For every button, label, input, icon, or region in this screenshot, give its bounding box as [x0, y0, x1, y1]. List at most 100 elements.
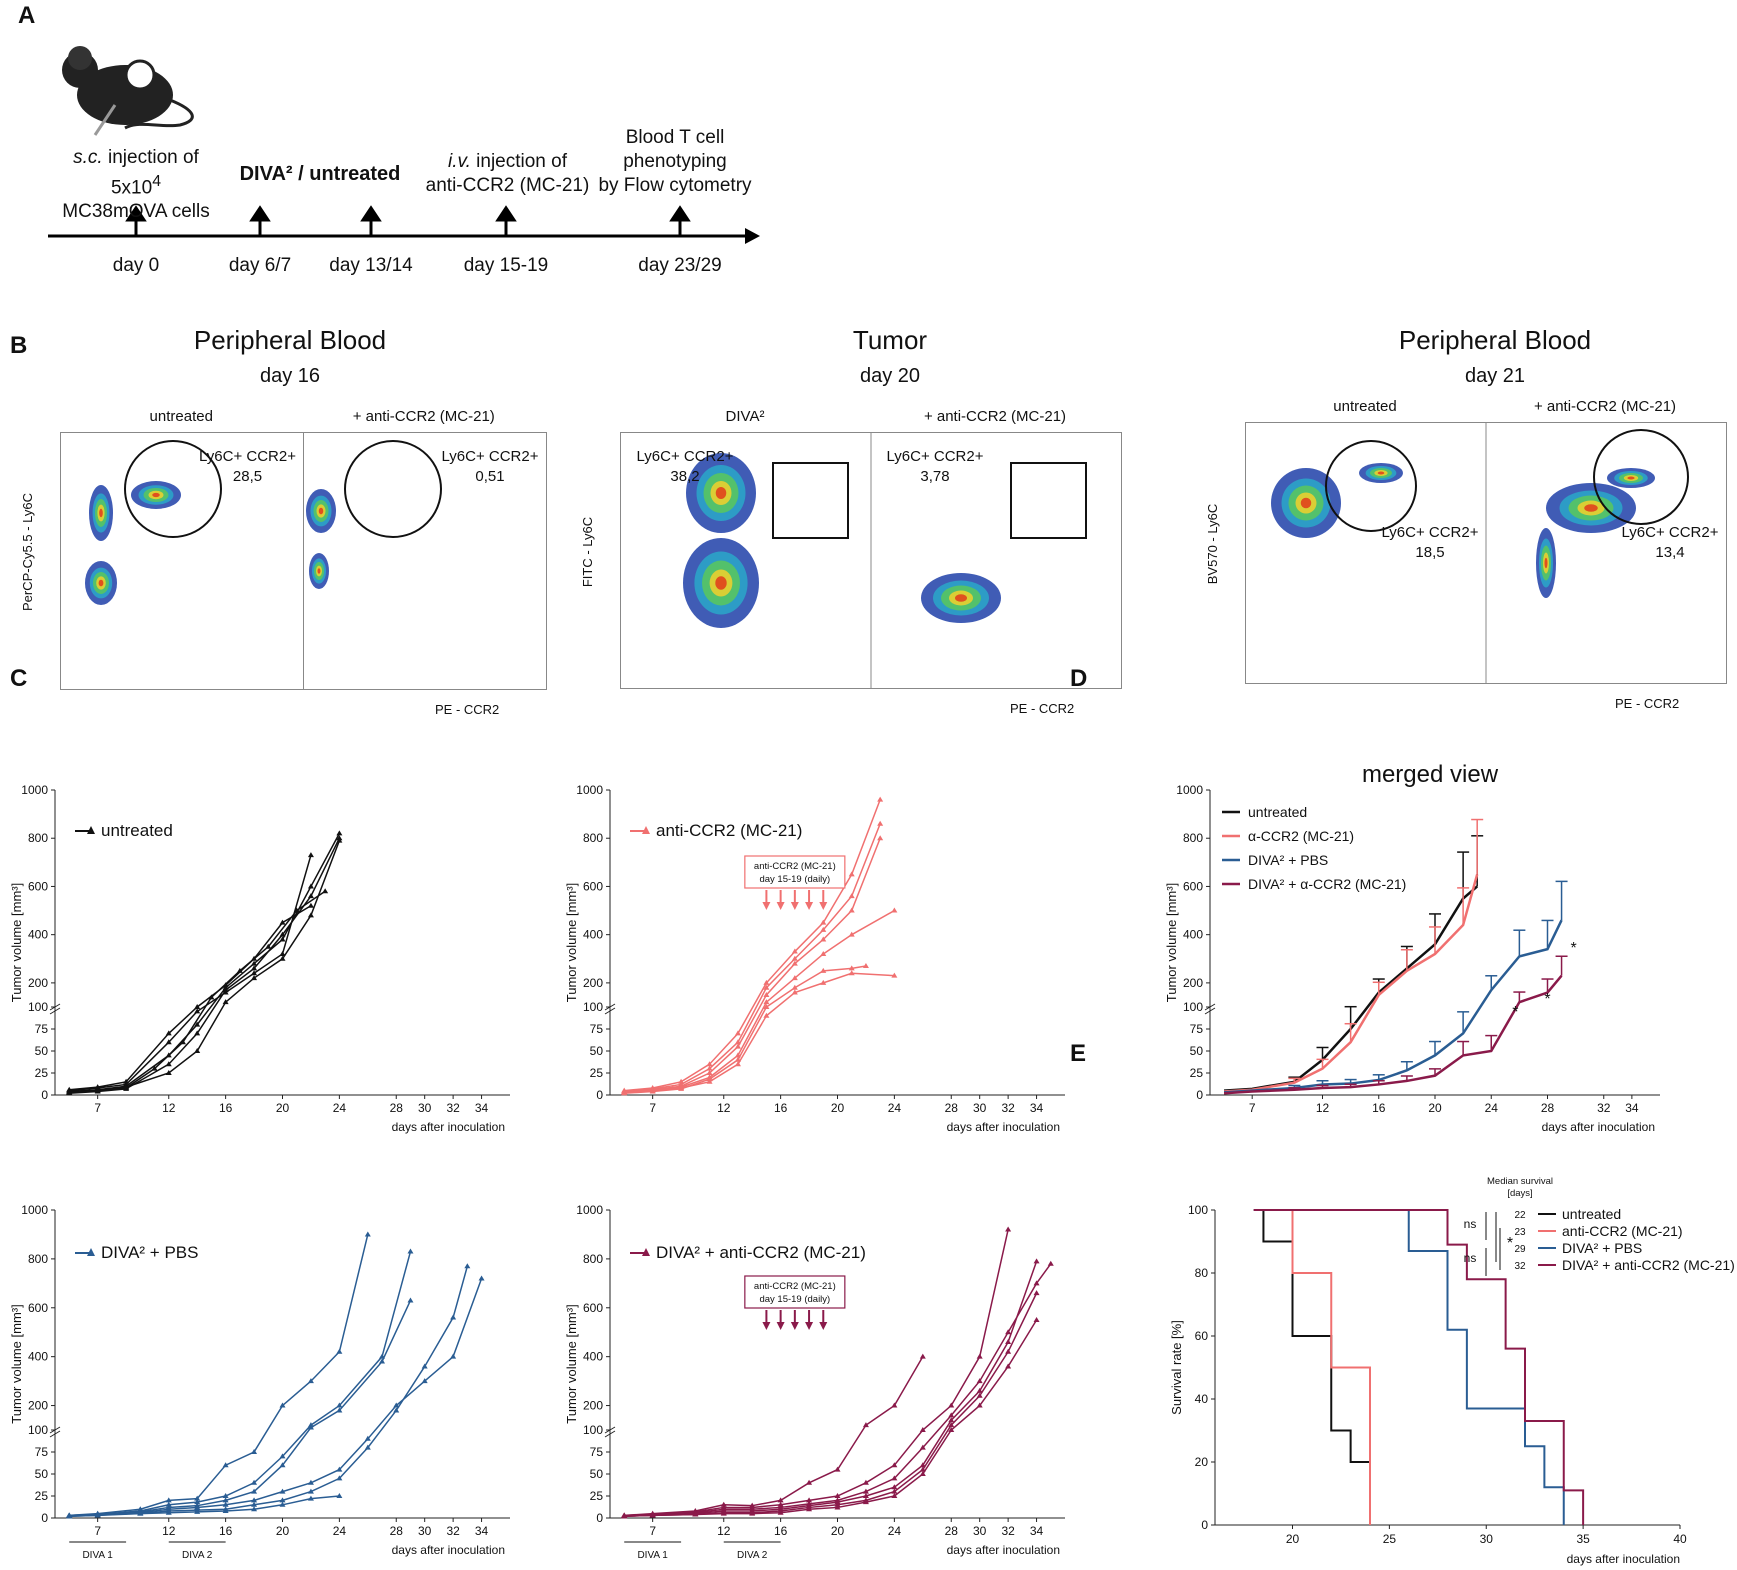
data-point-marker — [94, 1511, 101, 1517]
facs-condition-label: + anti-CCR2 (MC-21) — [923, 408, 1067, 425]
y-tick-label: 80 — [1195, 1266, 1209, 1280]
y-tick-label: 0 — [41, 1511, 48, 1525]
facs-subtitle: day 16 — [259, 365, 321, 387]
data-point-marker — [165, 1070, 172, 1075]
y-tick-label: 800 — [1183, 831, 1203, 845]
growth-curve — [624, 1229, 1009, 1517]
data-point-marker — [66, 1089, 73, 1095]
density-cluster — [1377, 471, 1385, 475]
data-point-marker — [976, 1387, 983, 1393]
data-point-marker — [293, 907, 300, 913]
data-point-marker — [251, 1449, 258, 1454]
y-axis-title: Tumor volume [mm³] — [564, 883, 579, 1002]
x-axis-title: days after inoculation — [392, 1543, 505, 1557]
data-point-marker — [678, 1085, 685, 1091]
data-point-marker — [251, 965, 258, 971]
data-point-marker — [734, 1030, 741, 1036]
x-tick-label: 24 — [888, 1101, 902, 1115]
gate-outline — [1593, 429, 1689, 525]
survival-step-curve — [1253, 1209, 1371, 1525]
growth-curve — [624, 823, 881, 1093]
data-point-marker — [763, 1004, 770, 1009]
data-point-marker — [891, 1462, 898, 1468]
significance-marker: * — [1512, 1004, 1518, 1021]
dose-arrow-head — [790, 1322, 799, 1330]
data-point-marker — [791, 984, 798, 990]
gate-value: 18,5 — [1415, 544, 1445, 561]
x-tick-label: 20 — [276, 1101, 290, 1115]
mean-growth-curve — [1223, 974, 1563, 1095]
y-tick-label: 1000 — [21, 1203, 48, 1217]
y-tick-label: 400 — [28, 1350, 48, 1364]
data-point-marker — [307, 902, 314, 908]
data-point-marker — [820, 926, 827, 932]
legend-label: untreated — [1248, 804, 1307, 820]
x-tick-label: 20 — [276, 1524, 290, 1538]
x-tick-label: 7 — [94, 1101, 101, 1115]
data-point-marker — [364, 1435, 371, 1441]
gate-outline — [1325, 440, 1417, 532]
y-tick-label: 600 — [28, 879, 48, 893]
data-point-marker — [307, 1424, 314, 1430]
event-0-description: s.c. injection of 5x104 MC38mOVA cells — [62, 147, 210, 223]
data-point-marker — [222, 1501, 229, 1507]
data-point-marker — [251, 1497, 258, 1503]
data-point-marker — [763, 1012, 770, 1018]
data-point-marker — [820, 979, 827, 985]
significance-marker: * — [1507, 1235, 1513, 1252]
data-point-marker — [151, 1065, 158, 1071]
data-point-marker — [251, 1488, 258, 1494]
density-cluster — [1544, 557, 1548, 569]
y-tick-label: 600 — [1183, 879, 1203, 893]
data-point-marker — [421, 1378, 428, 1384]
x-tick-label: 32 — [446, 1101, 460, 1115]
data-point-marker — [307, 893, 314, 899]
data-point-marker — [450, 1314, 457, 1320]
y-tick-label: 50 — [590, 1467, 604, 1481]
data-point-marker — [621, 1513, 628, 1519]
y-tick-label: 75 — [590, 1445, 604, 1459]
x-tick-label: 7 — [649, 1101, 656, 1115]
growth-curve — [624, 1292, 1038, 1517]
growth-curve — [69, 840, 341, 1094]
data-point-marker — [194, 1504, 201, 1510]
y-tick-label: 50 — [590, 1044, 604, 1058]
y-tick-label: 400 — [583, 1350, 603, 1364]
data-point-marker — [820, 950, 827, 956]
x-axis-title: days after inoculation — [392, 1120, 505, 1134]
data-point-marker — [791, 955, 798, 961]
data-point-marker — [279, 1462, 286, 1468]
y-tick-label: 75 — [35, 1445, 49, 1459]
growth-curve — [624, 1319, 1038, 1517]
x-axis-title: days after inoculation — [947, 1543, 1060, 1557]
facs-plot-frame — [1245, 422, 1727, 684]
y-tick-label: 400 — [583, 928, 603, 942]
y-tick-label: 25 — [590, 1066, 604, 1080]
data-point-marker — [791, 975, 798, 981]
y-tick-label: 400 — [28, 928, 48, 942]
data-point-marker — [834, 1504, 841, 1510]
y-tick-label: 50 — [1190, 1044, 1204, 1058]
data-point-marker — [194, 1004, 201, 1009]
panel-label-e: E — [1070, 1040, 1087, 1067]
x-tick-label: 32 — [1001, 1524, 1015, 1538]
density-cluster — [1584, 504, 1598, 512]
data-point-marker — [407, 1297, 414, 1303]
data-point-marker — [877, 835, 884, 841]
data-point-marker — [891, 907, 898, 913]
y-tick-label: 200 — [583, 1399, 603, 1413]
y-tick-label: 100 — [583, 1423, 603, 1437]
growth-curve — [69, 905, 312, 1091]
data-point-marker — [307, 852, 314, 858]
x-tick-label: 32 — [446, 1524, 460, 1538]
facs-plot-frame — [60, 432, 547, 690]
data-point-marker — [279, 1501, 286, 1507]
data-point-marker — [279, 950, 286, 956]
data-point-marker — [848, 931, 855, 937]
y-tick-label: 800 — [28, 831, 48, 845]
gate-outline — [124, 440, 222, 538]
timeline-figure — [48, 46, 760, 244]
data-point-marker — [407, 1248, 414, 1254]
legend-header: [days] — [1507, 1188, 1532, 1199]
survival-step-curve — [1253, 1209, 1585, 1525]
